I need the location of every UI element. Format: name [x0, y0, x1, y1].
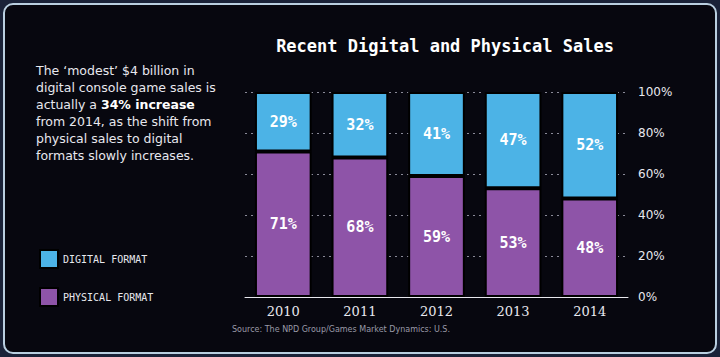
svg-text:29%: 29%: [270, 113, 297, 131]
svg-text:Source: The NPD Group/Games Ma: Source: The NPD Group/Games Market Dynam…: [232, 325, 450, 334]
svg-text:59%: 59%: [423, 228, 450, 246]
svg-text:0%: 0%: [638, 290, 657, 304]
html-text:from 2014, as the shift from p: from 2014, as the shift from physical sa…: [36, 114, 212, 163]
svg-text:68%: 68%: [346, 218, 373, 236]
svg-text:71%: 71%: [270, 215, 297, 233]
svg-text:2014: 2014: [573, 304, 606, 319]
svg-text:2011: 2011: [343, 304, 376, 319]
svg-text:32%: 32%: [346, 116, 373, 134]
svg-text:48%: 48%: [576, 239, 603, 257]
svg-text:2013: 2013: [497, 304, 530, 319]
svg-text:100%: 100%: [638, 85, 672, 99]
svg-text:80%: 80%: [638, 126, 665, 140]
svg-text:41%: 41%: [423, 125, 450, 143]
svg-text:2010: 2010: [267, 304, 300, 319]
svg-text:Recent Digital and Physical Sa: Recent Digital and Physical Sales: [276, 36, 614, 56]
svg-text:60%: 60%: [638, 167, 665, 181]
svg-text:PHYSICAL FORMAT: PHYSICAL FORMAT: [63, 292, 153, 303]
svg-text:40%: 40%: [638, 208, 665, 222]
svg-text:47%: 47%: [500, 131, 527, 149]
svg-text:2012: 2012: [420, 304, 453, 319]
html-text:The ‘modest’ $4 billion in dig: The ‘modest’ $4 billion in digital conso…: [36, 63, 216, 112]
svg-text:20%: 20%: [638, 249, 665, 263]
svg-text:52%: 52%: [576, 136, 603, 154]
svg-text:53%: 53%: [500, 234, 527, 252]
svg-text:DIGITAL FORMAT: DIGITAL FORMAT: [63, 254, 147, 265]
